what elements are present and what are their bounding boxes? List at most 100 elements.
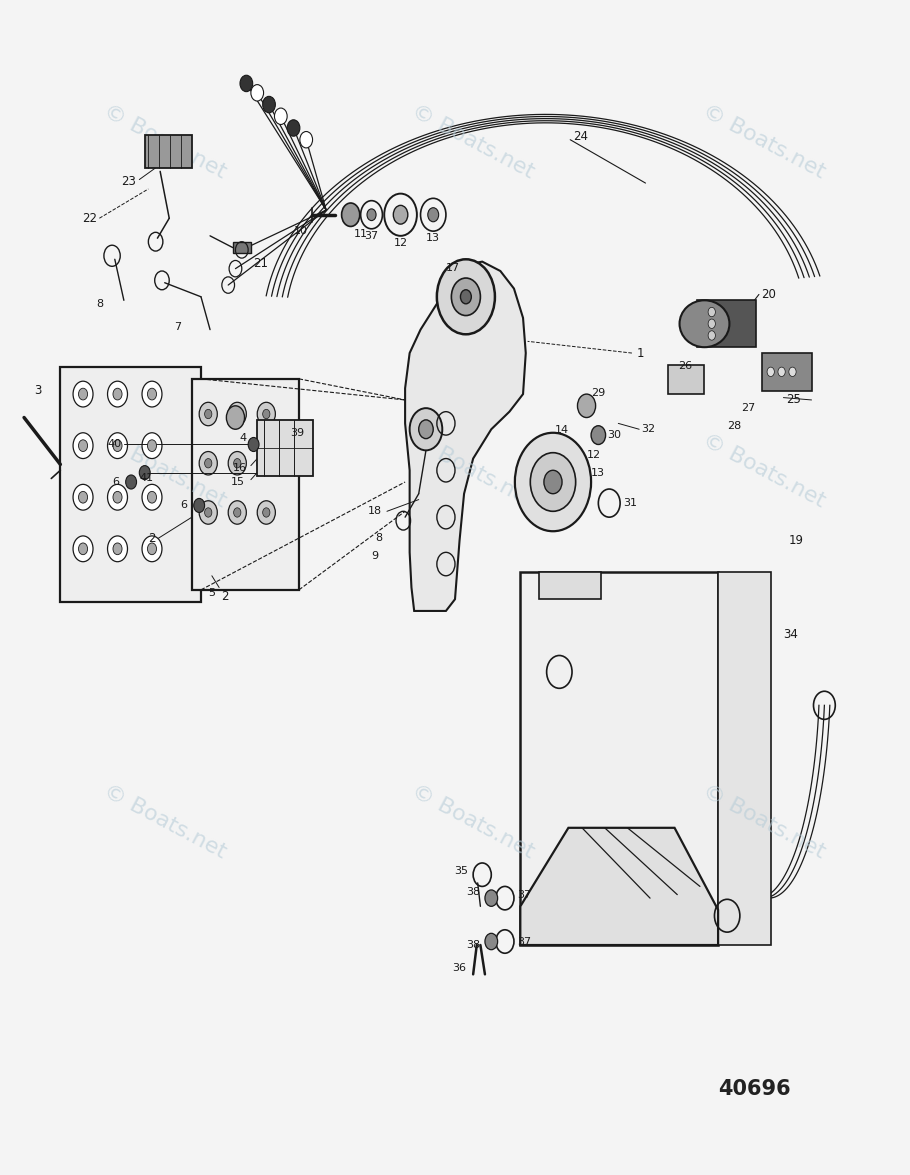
Circle shape [228,501,247,524]
Circle shape [113,543,122,555]
Circle shape [73,536,93,562]
Text: 4: 4 [239,432,247,443]
Circle shape [194,498,205,512]
Polygon shape [405,262,526,611]
Bar [145,135,192,168]
Circle shape [531,452,576,511]
Circle shape [142,484,162,510]
Circle shape [228,451,247,475]
Text: 37: 37 [365,231,379,241]
Circle shape [485,889,498,906]
Bar [668,364,704,394]
Circle shape [147,439,157,451]
Text: 2: 2 [221,590,228,603]
Circle shape [78,388,87,400]
Polygon shape [521,828,718,945]
Circle shape [78,491,87,503]
Text: © Boats.net: © Boats.net [100,781,229,862]
Circle shape [341,203,359,227]
Text: 20: 20 [761,288,775,301]
Circle shape [227,405,245,429]
Circle shape [367,209,376,221]
Text: 39: 39 [290,428,304,438]
Circle shape [778,367,785,376]
Text: 2: 2 [148,532,156,545]
Text: 14: 14 [555,425,569,435]
Circle shape [410,408,442,450]
Circle shape [437,260,495,335]
Text: © Boats.net: © Boats.net [100,101,229,183]
Text: 12: 12 [587,450,601,461]
Ellipse shape [680,301,730,347]
Text: 36: 36 [452,963,466,973]
Circle shape [107,484,127,510]
Text: © Boats.net: © Boats.net [409,101,538,183]
Circle shape [592,425,605,444]
Circle shape [142,381,162,407]
Text: 16: 16 [232,463,247,472]
Bar [258,419,313,476]
Circle shape [789,367,796,376]
Text: 12: 12 [393,239,408,248]
Text: 26: 26 [678,361,693,370]
Text: 7: 7 [174,322,181,333]
Circle shape [205,409,212,418]
Circle shape [73,484,93,510]
Text: 6: 6 [112,477,119,486]
Circle shape [113,439,122,451]
Circle shape [485,933,498,949]
Text: 18: 18 [369,506,382,516]
Circle shape [428,208,439,222]
Text: 15: 15 [230,477,245,486]
Text: 41: 41 [139,472,154,483]
Circle shape [73,432,93,458]
Text: 35: 35 [455,866,469,877]
Circle shape [205,508,212,517]
Circle shape [234,409,241,418]
Circle shape [199,451,217,475]
Text: 38: 38 [466,887,480,898]
Circle shape [258,451,276,475]
Circle shape [251,85,264,101]
Circle shape [708,320,715,329]
Text: 37: 37 [517,936,531,947]
Text: 9: 9 [370,551,378,560]
Text: 17: 17 [445,263,460,274]
Circle shape [126,475,136,489]
Bar [540,572,602,599]
Bar [762,352,812,390]
Circle shape [419,419,433,438]
Text: © Boats.net: © Boats.net [409,430,538,511]
Text: 27: 27 [741,403,755,414]
Text: 25: 25 [786,394,801,407]
Circle shape [107,432,127,458]
Circle shape [460,290,471,304]
Circle shape [199,501,217,524]
Bar [718,572,771,945]
Text: 21: 21 [254,257,268,270]
Circle shape [263,458,270,468]
Bar [60,367,201,602]
Text: 24: 24 [573,129,588,142]
Circle shape [515,432,592,531]
Text: © Boats.net: © Boats.net [100,430,229,511]
Text: © Boats.net: © Boats.net [409,781,538,862]
Text: 32: 32 [641,424,655,435]
Circle shape [248,437,259,451]
Text: 1: 1 [636,347,644,360]
Circle shape [263,508,270,517]
Text: 31: 31 [622,498,637,508]
Circle shape [78,439,87,451]
Text: 34: 34 [784,627,798,640]
Text: 40696: 40696 [718,1079,791,1099]
Text: 6: 6 [180,501,187,510]
Bar [233,242,251,254]
Text: 23: 23 [121,175,136,188]
Circle shape [73,381,93,407]
Text: © Boats.net: © Boats.net [699,101,828,183]
Circle shape [147,543,157,555]
Circle shape [113,491,122,503]
Circle shape [147,388,157,400]
Text: 5: 5 [208,588,216,598]
Circle shape [544,470,562,493]
